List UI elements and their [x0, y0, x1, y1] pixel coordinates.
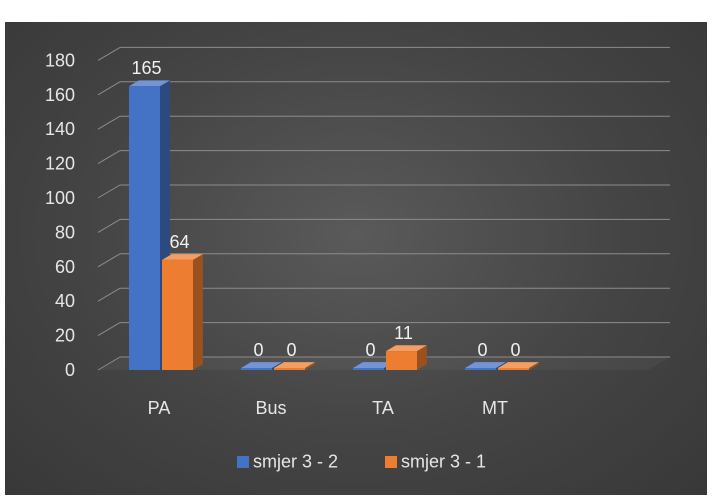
- y-tick-label: 40: [55, 291, 75, 311]
- bar-side: [417, 345, 427, 370]
- gridline-diagonal: [97, 322, 121, 337]
- bar-top: [162, 254, 203, 260]
- x-tick-label: TA: [372, 398, 394, 418]
- gridline-diagonal: [97, 115, 121, 130]
- legend-label: smjer 3 - 2: [253, 452, 338, 472]
- gridline-diagonal: [97, 218, 121, 233]
- bar-front: [129, 86, 160, 370]
- gridline-diagonal: [97, 253, 121, 268]
- bar-chart: 0 20 40 60 80 100 120 140 160 180 165 64 0 0 0 11 0 0 PA…: [45, 46, 670, 472]
- y-tick-label: 20: [55, 326, 75, 346]
- x-tick-label: MT: [482, 398, 508, 418]
- bar-front: [498, 368, 529, 370]
- legend-item: smjer 3 - 1: [385, 452, 486, 472]
- data-label: 0: [477, 340, 487, 360]
- bar-mt-series-2: 0: [498, 340, 539, 370]
- bar-top: [353, 362, 394, 368]
- bar-front: [162, 259, 193, 370]
- x-axis-category-labels: PA Bus TA MT: [148, 398, 508, 418]
- y-tick-label: 140: [45, 119, 75, 139]
- y-tick-label: 80: [55, 222, 75, 242]
- y-tick-label: 100: [45, 188, 75, 208]
- y-tick-label: 60: [55, 257, 75, 277]
- y-tick-label: 180: [45, 50, 75, 70]
- bar-side: [193, 254, 203, 370]
- legend-swatch: [237, 456, 249, 468]
- bar-bus-series-1: 0: [241, 340, 282, 370]
- legend-label: smjer 3 - 1: [401, 452, 486, 472]
- gridline-diagonal: [97, 81, 121, 96]
- data-label: 165: [131, 58, 161, 78]
- bar-front: [386, 351, 417, 370]
- legend-item: smjer 3 - 2: [237, 452, 338, 472]
- gridline-diagonal: [97, 150, 121, 165]
- bar-top: [129, 80, 170, 87]
- x-tick-label: Bus: [255, 398, 286, 418]
- y-tick-label: 160: [45, 85, 75, 105]
- bar-mt-series-1: 0: [465, 340, 506, 370]
- bar-front: [465, 368, 496, 370]
- bar-front: [274, 368, 305, 370]
- bar-side: [529, 362, 539, 370]
- bar-ta-series-2: 11: [386, 323, 427, 370]
- legend-swatch: [385, 456, 397, 468]
- data-label: 0: [286, 340, 296, 360]
- bar-top: [498, 362, 539, 368]
- data-label: 11: [394, 323, 413, 343]
- x-tick-label: PA: [148, 398, 171, 418]
- gridlines: [97, 46, 670, 371]
- bar-pa-series-2: 64: [162, 232, 203, 370]
- bar-top: [386, 345, 427, 352]
- gridline-diagonal: [97, 356, 121, 371]
- data-label: 0: [510, 340, 520, 360]
- gridline-diagonal: [97, 287, 121, 302]
- gridline-diagonal: [97, 46, 121, 61]
- bar-top: [274, 362, 315, 368]
- y-tick-label: 0: [65, 360, 75, 380]
- bar-front: [353, 368, 384, 370]
- y-axis-tick-labels: 0 20 40 60 80 100 120 140 160 180: [45, 50, 75, 380]
- y-tick-label: 120: [45, 154, 75, 174]
- bar-bus-series-2: 0: [274, 340, 315, 370]
- chart-area: 0 20 40 60 80 100 120 140 160 180 165 64 0 0 0 11 0 0 PA…: [5, 22, 707, 495]
- bar-side: [305, 362, 315, 370]
- chart-caption: [0, 0, 713, 18]
- data-label: 64: [169, 232, 189, 252]
- bars: 165 64 0 0 0 11 0 0: [129, 58, 539, 370]
- gridline-diagonal: [97, 184, 121, 199]
- bar-top: [241, 362, 282, 368]
- legend: smjer 3 - 2 smjer 3 - 1: [237, 452, 486, 472]
- data-label: 0: [365, 340, 375, 360]
- bar-top: [465, 362, 506, 368]
- bar-front: [241, 368, 272, 370]
- data-label: 0: [253, 340, 263, 360]
